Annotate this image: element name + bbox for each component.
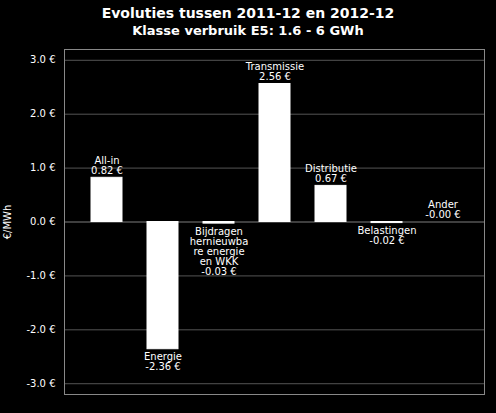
svg-text:Distributie0.67 €: Distributie0.67 € — [305, 163, 357, 184]
svg-text:-3.0 €: -3.0 € — [26, 378, 55, 389]
svg-text:All-in0.82 €: All-in0.82 € — [91, 155, 123, 176]
svg-text:€/MWh: €/MWh — [2, 205, 13, 240]
svg-text:-2.0 €: -2.0 € — [26, 324, 55, 335]
svg-text:2.0 €: 2.0 € — [30, 108, 55, 119]
svg-text:Ander-0.00 €: Ander-0.00 € — [425, 199, 460, 220]
svg-text:0.0 €: 0.0 € — [30, 216, 55, 227]
svg-text:Belastingen-0.02 €: Belastingen-0.02 € — [357, 225, 416, 246]
svg-text:1.0 €: 1.0 € — [30, 162, 55, 173]
html-text:Klasse verbruik E5: 1.6 - 6 GW: Klasse verbruik E5: 1.6 - 6 GWh — [132, 23, 364, 38]
html-text:Evoluties tussen 2011-12 en 20: Evoluties tussen 2011-12 en 2012-12 — [101, 5, 395, 21]
svg-text:Bijdragenhernieuwbare energiee: Bijdragenhernieuwbare energieen WKK-0.03… — [190, 226, 249, 277]
svg-text:Energie-2.36 €: Energie-2.36 € — [144, 351, 182, 372]
svg-text:-1.0 €: -1.0 € — [26, 270, 55, 281]
svg-text:3.0 €: 3.0 € — [30, 54, 55, 65]
svg-text:Transmissie2.56 €: Transmissie2.56 € — [245, 61, 304, 82]
